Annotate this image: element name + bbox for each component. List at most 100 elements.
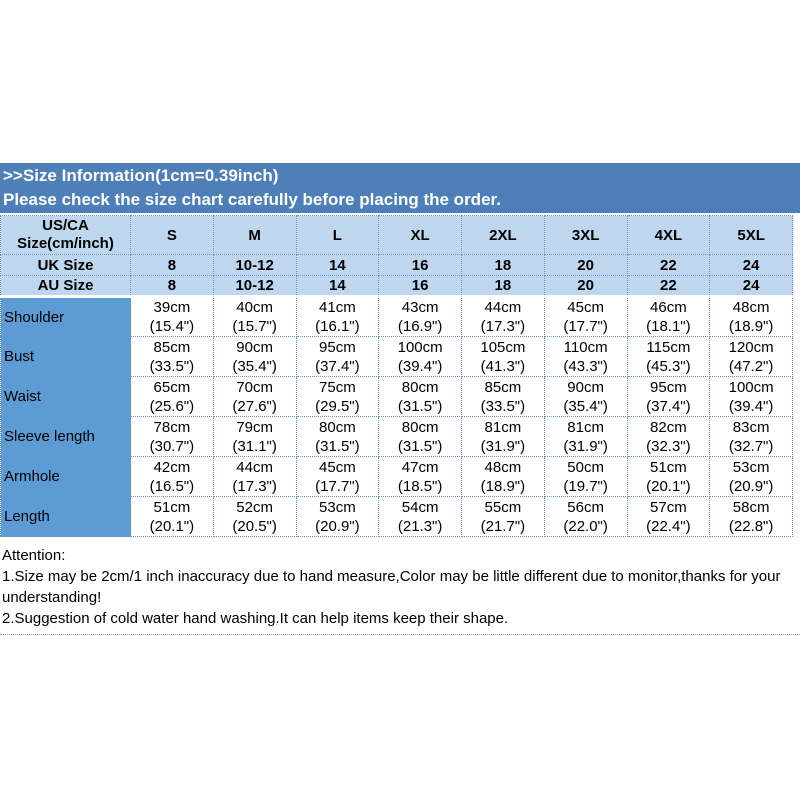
size-header-cell: L (295, 215, 380, 255)
measurement-cm: 95cm (650, 378, 687, 396)
banner-subtitle: Please check the size chart carefully be… (3, 190, 501, 209)
region-size-cell: 10-12 (212, 254, 297, 276)
measurement-cell: 48cm (18.9") (709, 295, 793, 337)
measurement-cm: 58cm (732, 498, 770, 516)
measurement-cell: 44cm (17.3") (212, 456, 297, 497)
measurement-cell: 80cm (31.5") (378, 416, 462, 457)
region-size-cell: 18 (461, 254, 545, 276)
measurement-cm: 56cm (567, 498, 604, 516)
measurement-row: Waist 65cm (25.6") 70cm (27.6") 75cm (29.5") 80… (0, 376, 793, 417)
measurement-inch: (39.4") (397, 357, 443, 375)
region-size-cell: 24 (709, 254, 793, 276)
region-label-cell: AU Size (0, 275, 131, 297)
measurement-cm: 95cm (319, 338, 356, 356)
measurement-cell: 56cm (22.0") (543, 496, 628, 537)
measurement-inch: (15.4") (149, 318, 195, 335)
measurement-inch: (18.9") (728, 318, 774, 335)
measurement-inch: (22.0") (563, 517, 608, 535)
measurement-inch: (21.7") (480, 517, 526, 535)
measurement-cell: 45cm (17.7") (543, 295, 628, 337)
attention-note-2: 2.Suggestion of cold water hand washing.… (2, 610, 509, 627)
measurement-inch: (45.3") (646, 357, 691, 375)
measurement-inch: (16.1") (315, 318, 360, 335)
measurement-cell: 95cm (37.4") (295, 336, 380, 377)
measurement-cm: 53cm (732, 458, 770, 476)
measurement-cell: 90cm (35.4") (543, 376, 628, 417)
measurement-cm: 80cm (401, 378, 439, 396)
measurement-label-cell: Armhole (0, 456, 131, 497)
measurement-cm: 50cm (567, 458, 604, 476)
measurement-cm: 42cm (153, 458, 191, 476)
measurement-cm: 81cm (567, 418, 604, 436)
size-header-row: US/CA Size(cm/inch) S M L XL 2XL 3XL 4XL 5XL (0, 215, 793, 255)
measurement-cm: 44cm (484, 299, 522, 316)
measurement-cell: 80cm (31.5") (295, 416, 380, 457)
region-size-cell: 20 (543, 275, 628, 297)
measurement-cm: 110cm (563, 338, 608, 356)
measurement-cell: 57cm (22.4") (626, 496, 711, 537)
measurement-cell: 80cm (31.5") (378, 376, 462, 417)
measurement-cell: 120cm (47.2") (709, 336, 793, 377)
measurement-cell: 105cm (41.3") (461, 336, 545, 377)
measurement-cm: 75cm (319, 378, 356, 396)
measurement-row: Armhole 42cm (16.5") 44cm (17.3") 45cm (17.7")… (0, 456, 793, 497)
corner-header-line2: Size(cm/inch) (17, 235, 114, 252)
size-header-cell: 5XL (709, 215, 793, 255)
measurement-inch: (17.7") (315, 477, 360, 495)
region-size-cell: 14 (295, 254, 380, 276)
measurement-inch: (18.5") (397, 477, 443, 495)
region-size-cell: 18 (461, 275, 545, 297)
measurement-cm: 51cm (650, 458, 687, 476)
measurement-cell: 75cm (29.5") (295, 376, 380, 417)
measurement-inch: (41.3") (480, 357, 526, 375)
size-header-cell: 4XL (626, 215, 711, 255)
measurement-cm: 82cm (650, 418, 687, 436)
size-chart-body: US/CA Size(cm/inch) S M L XL 2XL 3XL 4XL 5XL UK Si… (0, 215, 793, 537)
measurement-cell: 45cm (17.7") (295, 456, 380, 497)
measurement-cell: 100cm (39.4") (709, 376, 793, 417)
region-size-cell: 20 (543, 254, 628, 276)
measurement-cell: 46cm (18.1") (626, 295, 711, 337)
measurement-cm: 57cm (650, 498, 687, 516)
measurement-inch: (16.9") (397, 318, 443, 335)
measurement-cell: 81cm (31.9") (543, 416, 628, 457)
measurement-label-cell: Length (0, 496, 131, 537)
corner-header-cell: US/CA Size(cm/inch) (0, 215, 131, 255)
measurement-inch: (30.7") (149, 437, 195, 455)
region-size-cell: 8 (130, 275, 214, 297)
measurement-row: Length 51cm (20.1") 52cm (20.5") 53cm (20.9") 5… (0, 496, 793, 537)
measurement-cm: 85cm (484, 378, 522, 396)
size-header-cell: 2XL (461, 215, 545, 255)
measurement-cell: 44cm (17.3") (461, 295, 545, 337)
measurement-cell: 85cm (33.5") (130, 336, 214, 377)
measurement-cm: 83cm (732, 418, 770, 436)
measurement-cm: 65cm (153, 378, 191, 396)
measurement-cell: 52cm (20.5") (212, 496, 297, 537)
measurement-cm: 43cm (401, 299, 439, 316)
measurement-inch: (47.2") (728, 357, 774, 375)
measurement-cell: 90cm (35.4") (212, 336, 297, 377)
measurement-inch: (31.5") (397, 437, 443, 455)
corner-header-line1: US/CA (42, 217, 89, 234)
measurement-cm: 48cm (484, 458, 522, 476)
measurement-cm: 46cm (650, 299, 687, 316)
measurement-inch: (20.9") (728, 477, 774, 495)
measurement-inch: (16.5") (149, 477, 195, 495)
measurement-inch: (32.7") (728, 437, 774, 455)
measurement-cell: 79cm (31.1") (212, 416, 297, 457)
measurement-cm: 78cm (153, 418, 191, 436)
measurement-cm: 90cm (567, 378, 604, 396)
region-size-cell: 10-12 (212, 275, 297, 297)
region-size-cell: 22 (626, 254, 711, 276)
measurement-inch: (39.4") (728, 397, 774, 415)
size-chart-table: US/CA Size(cm/inch) S M L XL 2XL 3XL 4XL 5XL UK Si… (0, 215, 793, 537)
region-size-cell: 16 (378, 254, 462, 276)
measurement-cell: 43cm (16.9") (378, 295, 462, 337)
measurement-inch: (31.9") (480, 437, 526, 455)
measurement-label-cell: Shoulder (0, 295, 131, 337)
measurement-cm: 55cm (484, 498, 522, 516)
measurement-inch: (22.8") (728, 517, 774, 535)
measurement-cm: 52cm (236, 498, 273, 516)
size-header-cell: XL (378, 215, 462, 255)
region-size-cell: 8 (130, 254, 214, 276)
